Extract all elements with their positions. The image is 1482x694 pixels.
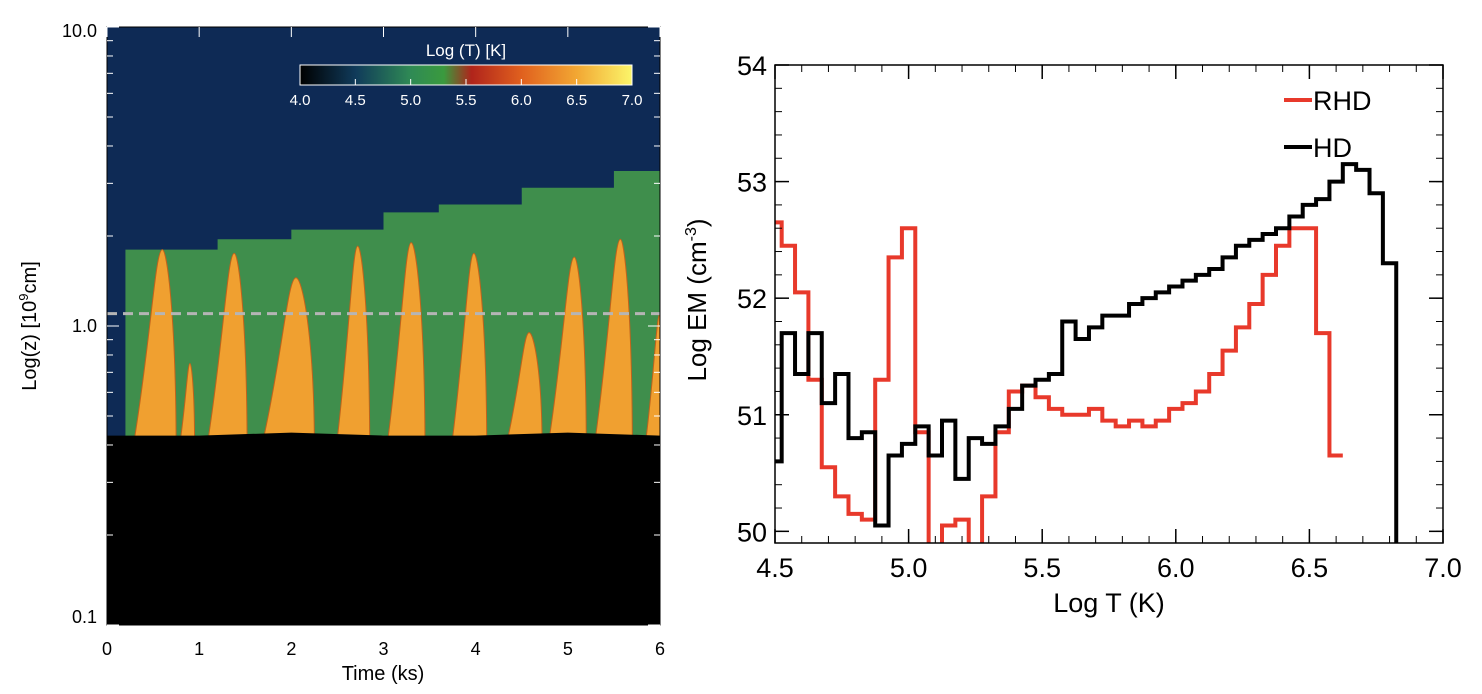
flare-loop-0	[134, 249, 177, 439]
heatmap-y-tick-label-0: 0.1	[72, 607, 97, 627]
legend-item-hd: HD	[1284, 133, 1352, 163]
em-y-tick-label-4: 54	[737, 51, 767, 81]
flare-loop-2	[207, 252, 248, 439]
flare-loop-1	[180, 362, 196, 439]
em-x-tick-label-0: 4.5	[756, 553, 794, 583]
flare-loop-7	[507, 332, 543, 439]
em-x-tick-label-3: 6.0	[1157, 553, 1195, 583]
heatmap-x-tick-label-4: 4	[471, 639, 481, 659]
em-y-tick-label-2: 52	[737, 284, 767, 314]
colorbar-tick-label-5: 6.5	[566, 92, 587, 109]
em-legend: RHD HD	[1284, 86, 1372, 163]
legend-label-rhd: RHD	[1313, 86, 1372, 116]
heatmap-x-tick-label-1: 1	[194, 639, 204, 659]
legend-label-hd: HD	[1313, 133, 1352, 163]
colorbar-tick-label-2: 5.0	[400, 92, 421, 109]
temperature-heatmap-figure: 0 1 2 3 4 5 6 0.1 1.0 10.0 Time (ks) Log(z) [109c…	[16, 21, 665, 685]
flare-loop-8	[548, 256, 587, 439]
colorbar-title: Log (T) [K]	[426, 41, 506, 60]
colorbar-tick-label-6: 7.0	[622, 92, 643, 109]
colorbar-tick-label-1: 4.5	[345, 92, 366, 109]
colorbar-tick-label-3: 5.5	[456, 92, 477, 109]
legend-item-rhd: RHD	[1284, 86, 1372, 116]
flare-loop-10	[645, 313, 660, 439]
colorbar-tick-label-0: 4.0	[290, 92, 311, 109]
colorbar: Log (T) [K] 4.0 4.5 5.0 5.5 6.0 6.5 7.0	[290, 41, 643, 109]
series-line-hd	[775, 162, 1399, 543]
heatmap-x-axis-label: Time (ks)	[342, 663, 425, 685]
em-axes: 4.5 5.0 5.5 6.0 6.5 7.0 50 51 52 53 54	[737, 51, 1462, 583]
heatmap-x-tick-label-3: 3	[378, 639, 388, 659]
em-x-tick-label-4: 6.5	[1291, 553, 1329, 583]
flare-loop-3	[263, 277, 315, 439]
em-x-tick-label-2: 5.5	[1023, 553, 1061, 583]
heatmap-y-tick-label-1: 1.0	[72, 316, 97, 336]
flare-loop-9	[594, 238, 633, 439]
heatmap-axes: 0 1 2 3 4 5 6 0.1 1.0 10.0	[62, 21, 665, 659]
chromosphere-region	[107, 432, 660, 625]
flare-loops	[134, 238, 660, 439]
em-plot-frame	[774, 64, 1444, 544]
heatmap-x-tick-label-6: 6	[655, 639, 665, 659]
em-x-axis-label: Log T (K)	[1053, 588, 1165, 618]
flare-loop-5	[387, 242, 426, 439]
em-y-tick-label-0: 50	[737, 517, 767, 547]
em-y-tick-label-1: 51	[737, 401, 767, 431]
flare-loop-4	[336, 245, 371, 439]
heatmap-x-tick-label-0: 0	[102, 639, 112, 659]
heatmap-x-tick-label-2: 2	[286, 639, 296, 659]
em-x-tick-label-5: 7.0	[1424, 553, 1462, 583]
heatmap-x-tick-label-5: 5	[563, 639, 573, 659]
emission-measure-figure: 4.5 5.0 5.5 6.0 6.5 7.0 50 51 52 53 54 Log T (K) L…	[682, 51, 1462, 618]
heatmap-y-tick-label-2: 10.0	[62, 21, 97, 41]
colorbar-tick-label-4: 6.0	[511, 92, 532, 109]
emission-measure-series	[775, 162, 1399, 543]
em-y-axis-label: Log EM (cm-3)	[682, 218, 712, 381]
em-x-tick-label-1: 5.0	[890, 553, 928, 583]
heatmap-y-axis-label: Log(z) [109cm]	[16, 261, 41, 391]
series-line-rhd	[775, 220, 1343, 543]
flare-loop-6	[452, 252, 488, 439]
em-y-tick-label-3: 53	[737, 168, 767, 198]
